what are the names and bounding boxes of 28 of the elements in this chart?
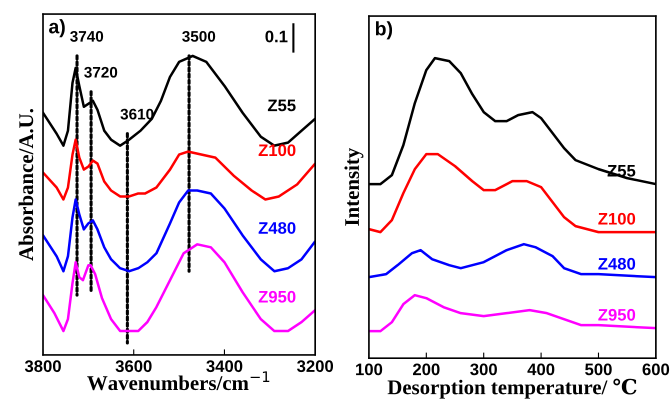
y-axis-title: Intensity	[344, 148, 364, 226]
x-tick-label: 500	[585, 363, 612, 376]
series-label: Z950	[598, 308, 636, 321]
x-tick-label: 400	[527, 363, 554, 376]
x-tick-label: 3600	[116, 360, 152, 372]
x-axis-title: Wavenumbers/cm$^{−1}$	[87, 371, 270, 390]
y-axis-title: Absorbance/A.U.	[18, 109, 34, 261]
x-tick-label: 600	[642, 363, 670, 376]
x-tick-label: 100	[356, 363, 382, 376]
x-tick-label: 3200	[297, 360, 334, 372]
x-axis-title: Desorption temperature/ ℃	[388, 378, 636, 399]
series-label: Z950	[258, 290, 296, 303]
text: b)	[376, 21, 392, 40]
x-tick-label: 3800	[24, 360, 61, 372]
series-label: Z480	[258, 222, 296, 234]
series-label: Z55	[268, 100, 296, 112]
annotation: 3610	[120, 108, 154, 120]
series-label: Z480	[598, 258, 636, 270]
annotation: 3720	[84, 66, 118, 78]
x-tick-label: 200	[412, 363, 440, 376]
series-label: Z100	[598, 212, 636, 225]
x-tick-label: 300	[470, 363, 497, 376]
series-label: Z100	[258, 144, 296, 156]
x-tick-label: 3400	[206, 360, 242, 372]
annotation: 3740	[70, 30, 104, 42]
text: a)	[49, 19, 65, 38]
text: 0.1	[265, 30, 288, 42]
annotation: 3500	[182, 30, 216, 42]
